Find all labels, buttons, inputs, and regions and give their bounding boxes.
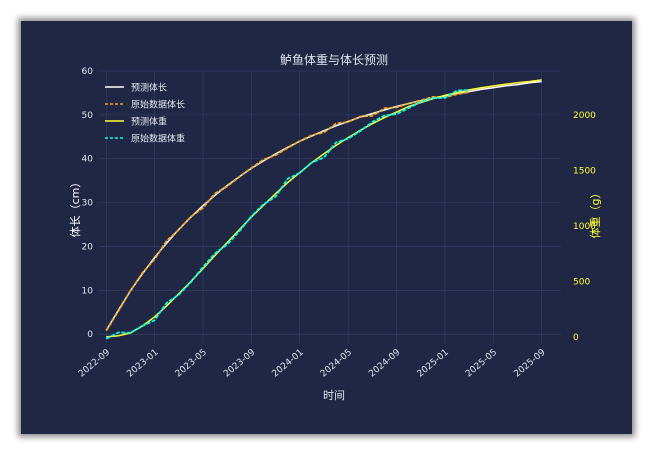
y-axis-left-label: 体长（cm） <box>68 177 82 238</box>
x-tick-label: 2024-09 <box>367 347 402 379</box>
series-3-line <box>106 79 542 338</box>
x-tick-label: 2025-09 <box>512 347 547 379</box>
series-layer <box>105 79 542 340</box>
legend-label: 预测体长 <box>131 82 167 94</box>
y-left-tick-label: 50 <box>82 111 94 121</box>
legend-label: 原始数据体重 <box>131 133 185 145</box>
x-tick-label: 2022-09 <box>77 347 112 379</box>
x-tick-label: 2023-09 <box>222 347 257 379</box>
series-2-line <box>105 91 470 332</box>
y-left-tick-label: 10 <box>82 286 94 296</box>
series-4-line <box>105 89 470 340</box>
y-left-tick-label: 20 <box>82 242 94 252</box>
grid <box>99 70 561 343</box>
y-right-tick-label: 500 <box>573 277 590 287</box>
x-tick-label: 2024-05 <box>319 348 354 380</box>
x-tick-label: 2025-01 <box>416 348 451 380</box>
chart-frame: 2022-09 2023-01 2023-05 2023-09 2024-01 2024-… <box>21 21 632 434</box>
chart-title: 鲈鱼体重与体长预测 <box>280 53 388 67</box>
x-axis-label: 时间 <box>323 389 345 402</box>
legend-label: 原始数据体长 <box>131 99 185 111</box>
y-right-tick-label: 2000 <box>573 111 596 121</box>
y-right-tick-label: 0 <box>573 333 579 343</box>
y-left-tick-label: 40 <box>82 155 94 165</box>
x-tick-label: 2023-01 <box>125 348 160 380</box>
x-tick-label: 2023-05 <box>174 348 209 380</box>
y-right-tick-label: 1000 <box>573 222 596 232</box>
y-left-tick-label: 60 <box>82 67 94 77</box>
x-tick-label: 2025-05 <box>464 348 499 380</box>
chart: 2022-09 2023-01 2023-05 2023-09 2024-01 2024-… <box>68 53 602 402</box>
series-1-line <box>105 80 542 331</box>
y-axis-right-label: 体重（g） <box>588 188 602 239</box>
x-tick-label: 2024-01 <box>270 348 305 380</box>
y-left-tick-label: 0 <box>87 330 93 340</box>
y-right-tick-label: 1500 <box>573 166 596 176</box>
legend-label: 预测体重 <box>131 116 167 128</box>
y-left-tick-label: 30 <box>82 199 94 209</box>
